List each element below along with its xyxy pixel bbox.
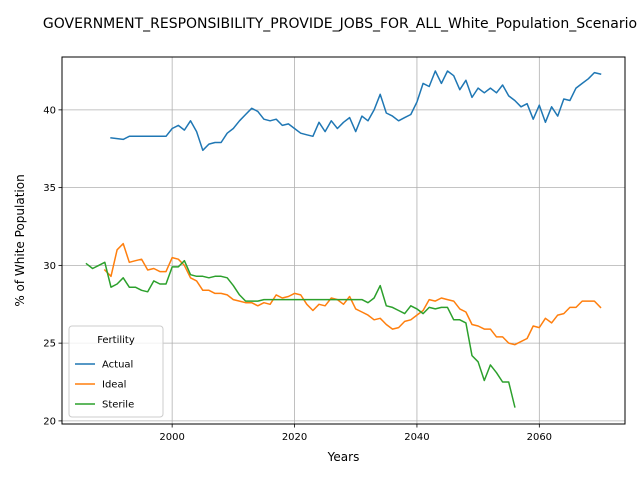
y-tick-label: 30	[43, 261, 56, 272]
y-tick-label: 35	[43, 183, 56, 194]
axis-ticks: 2000 2020 2040 2060 20 25 30 35 40	[43, 105, 552, 443]
y-tick-label: 40	[43, 105, 56, 116]
series-line-actual	[110, 70, 602, 152]
y-tick-label: 25	[43, 339, 56, 350]
x-tick-label: 2060	[527, 432, 552, 443]
series-lines	[85, 70, 602, 408]
legend-label-ideal: Ideal	[102, 380, 126, 391]
x-tick-label: 2020	[282, 432, 307, 443]
y-tick-label: 20	[43, 416, 56, 427]
chart-title: GOVERNMENT_RESPONSIBILITY_PROVIDE_JOBS_F…	[43, 16, 637, 32]
x-axis-label: Years	[327, 450, 360, 464]
x-tick-label: 2040	[404, 432, 429, 443]
legend-label-actual: Actual	[102, 360, 133, 371]
plot-frame	[61, 56, 626, 425]
series-line-sterile	[85, 259, 516, 408]
legend-box	[68, 325, 164, 418]
legend-title: Fertility	[97, 335, 135, 346]
y-axis-label: % of White Population	[13, 174, 27, 306]
grid	[62, 57, 625, 424]
series-line-ideal	[103, 242, 602, 346]
legend-label-sterile: Sterile	[102, 400, 134, 411]
x-tick-label: 2000	[159, 432, 184, 443]
legend: Fertility Actual Ideal Sterile	[68, 325, 164, 418]
